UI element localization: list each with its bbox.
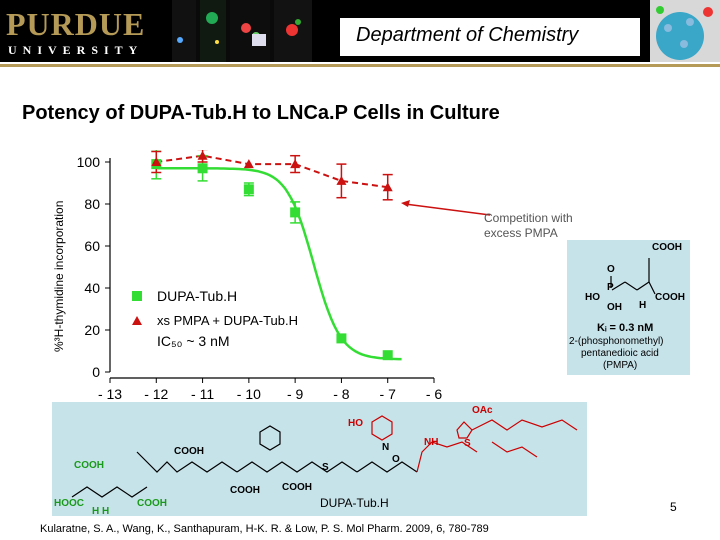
page-number: 5 (670, 500, 677, 514)
pmpa-point (290, 159, 301, 169)
struct-oac: OAc (472, 405, 493, 416)
error-bars (151, 150, 393, 224)
x-tick-label: - 12 (144, 386, 168, 400)
annotation-arrow (401, 200, 491, 216)
pmpa-bonds (610, 258, 656, 295)
struct-cooh-5: COOH (282, 482, 312, 493)
pmpa-point (243, 159, 254, 169)
legend-pmpa-marker (132, 316, 142, 325)
pmpa-point (382, 182, 393, 192)
x-tick-label: - 13 (98, 386, 122, 400)
struct-ho: HO (348, 418, 363, 429)
chart-axes (105, 158, 435, 383)
tub-point (336, 333, 347, 344)
molecule-image (650, 0, 720, 62)
pmpa-ho: HO (585, 292, 600, 303)
legend-pmpa-label: xs PMPA + DUPA-Tub.H (157, 313, 298, 328)
struct-s-2: S (322, 462, 329, 473)
pmpa-h: H (639, 300, 647, 311)
competition-annotation: Competition with excess PMPA (484, 211, 573, 241)
pmpa-cooh-top: COOH (652, 242, 682, 253)
citation: Kularatne, S. A., Wang, K., Santhapuram,… (40, 523, 489, 535)
struct-hooc: HOOC (54, 498, 84, 509)
tick-labels: 0 20 40 60 80 100 - 13 - 12 - 11 - 10 - 9 - 8 - 7 - 6 (77, 154, 443, 400)
pmpa-name-1: 2-(phosphonomethyl) (569, 336, 664, 347)
annotation-line-2: excess PMPA (484, 226, 558, 240)
struct-cooh-1: COOH (74, 460, 104, 471)
legend-tub-label: DUPA-Tub.H (157, 288, 237, 304)
struct-n: N (382, 442, 390, 453)
pmpa-name-3: (PMPA) (603, 360, 638, 371)
department-title: Department of Chemistry (356, 24, 579, 46)
y-axis-label: %³H-thymidine incorporation (52, 200, 66, 352)
y-tick-label: 0 (92, 364, 100, 380)
cell-image-strip (172, 0, 312, 62)
y-tick-label: 20 (84, 322, 100, 338)
y-tick-label: 100 (77, 154, 101, 170)
chart-legend: DUPA-Tub.H xs PMPA + DUPA-Tub.H IC₅₀ ~ 3… (132, 288, 298, 349)
data-markers (151, 150, 393, 361)
fit-curves (156, 154, 402, 361)
y-tick-label: 60 (84, 238, 100, 254)
pmpa-point (151, 157, 162, 166)
tub-point (382, 350, 393, 361)
tub-fit-curve (156, 167, 402, 361)
structure-caption: DUPA-Tub.H (320, 496, 389, 510)
y-axis-label-box: %³H-thymidine incorporation (52, 152, 70, 362)
legend-tub-marker (132, 291, 142, 301)
pmpa-ki: Kᵢ = 0.3 nM (597, 322, 654, 334)
department-box: Department of Chemistry (340, 18, 640, 56)
header-banner: PURDUE UNIVERSITY Department of Chemistr… (0, 0, 720, 62)
structure-bonds (71, 415, 578, 498)
x-tick-label: - 10 (237, 386, 261, 400)
pmpa-structure-box: COOH O P HO OH H COOH Kᵢ = 0.3 nM 2-(pho… (567, 240, 690, 375)
struct-cooh-2: COOH (137, 498, 167, 509)
tub-point (290, 207, 301, 218)
x-tick-label: - 6 (426, 386, 443, 400)
x-tick-label: - 8 (333, 386, 350, 400)
struct-o: O (392, 454, 400, 465)
struct-s: S (464, 438, 471, 449)
pmpa-name-2: pentanedioic acid (581, 348, 659, 359)
pmpa-point (336, 175, 347, 185)
struct-cooh-4: COOH (230, 485, 260, 496)
tub-point (243, 184, 254, 195)
dose-response-chart: 0 20 40 60 80 100 - 13 - 12 - 11 - 10 - 9 - 8 - 7 - 6… (77, 150, 443, 400)
dupa-tubh-structure-box: COOH HOOC COOH H H COOH COOH COOH HO OAc… (52, 402, 587, 517)
tub-point (197, 163, 208, 174)
pmpa-oh: OH (607, 302, 622, 313)
slide-title: Potency of DUPA-Tub.H to LNCa.P Cells in… (22, 102, 500, 124)
y-tick-label: 80 (84, 196, 100, 212)
x-tick-label: - 7 (380, 386, 397, 400)
pmpa-point (197, 150, 208, 160)
x-tick-label: - 9 (287, 386, 304, 400)
purdue-logo-subtitle: UNIVERSITY (8, 43, 144, 57)
pmpa-o: O (607, 264, 615, 275)
pmpa-fit-curve (156, 154, 388, 189)
header-divider (0, 64, 720, 67)
ic50-label: IC₅₀ ~ 3 nM (157, 333, 230, 349)
struct-nh: NH (424, 437, 439, 448)
x-tick-label: - 11 (191, 386, 214, 400)
y-tick-label: 40 (84, 280, 100, 296)
struct-hh: H H (92, 506, 110, 517)
annotation-line-1: Competition with (484, 211, 573, 225)
struct-cooh-3: COOH (174, 446, 204, 457)
pmpa-cooh-right: COOH (655, 292, 685, 303)
purdue-logo: PURDUE (6, 6, 146, 42)
pmpa-p: P (607, 282, 614, 293)
